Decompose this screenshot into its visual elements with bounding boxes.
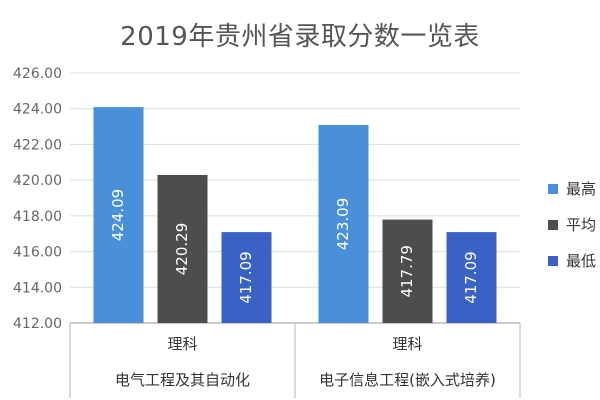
legend-swatch [548, 256, 558, 266]
category-level2-label: 电子信息工程(嵌入式培养) [319, 371, 496, 389]
y-tick-label: 418.00 [13, 209, 62, 225]
y-tick-label: 414.00 [13, 280, 62, 296]
bar-最高 [93, 107, 144, 323]
bar-value-label: 417.09 [237, 251, 255, 304]
bar-value-label: 417.79 [398, 245, 416, 298]
category-level1-label: 理科 [392, 335, 422, 353]
y-tick-label: 422.00 [13, 137, 62, 153]
legend-swatch [548, 184, 558, 194]
legend-swatch [548, 220, 558, 230]
legend-label: 最低 [566, 252, 596, 270]
bar-最低 [221, 232, 272, 323]
bar-value-label: 417.09 [462, 251, 480, 304]
legend-label: 平均 [566, 216, 596, 234]
category-level1-label: 理科 [167, 335, 197, 353]
category-level2-label: 电气工程及其自动化 [115, 371, 250, 389]
y-tick-label: 424.00 [13, 102, 62, 118]
bar-平均 [157, 174, 208, 323]
bar-最低 [446, 232, 497, 323]
bar-平均 [382, 219, 433, 323]
legend-label: 最高 [566, 180, 596, 198]
y-tick-label: 426.00 [13, 66, 62, 82]
y-tick-label: 420.00 [13, 173, 62, 189]
bar-最高 [318, 124, 369, 323]
chart-title: 2019年贵州省录取分数一览表 [120, 22, 480, 52]
bar-value-label: 424.09 [109, 189, 127, 242]
y-tick-label: 412.00 [13, 316, 62, 332]
y-tick-label: 416.00 [13, 245, 62, 261]
bar-value-label: 420.29 [173, 223, 191, 276]
bar-value-label: 423.09 [334, 198, 352, 251]
